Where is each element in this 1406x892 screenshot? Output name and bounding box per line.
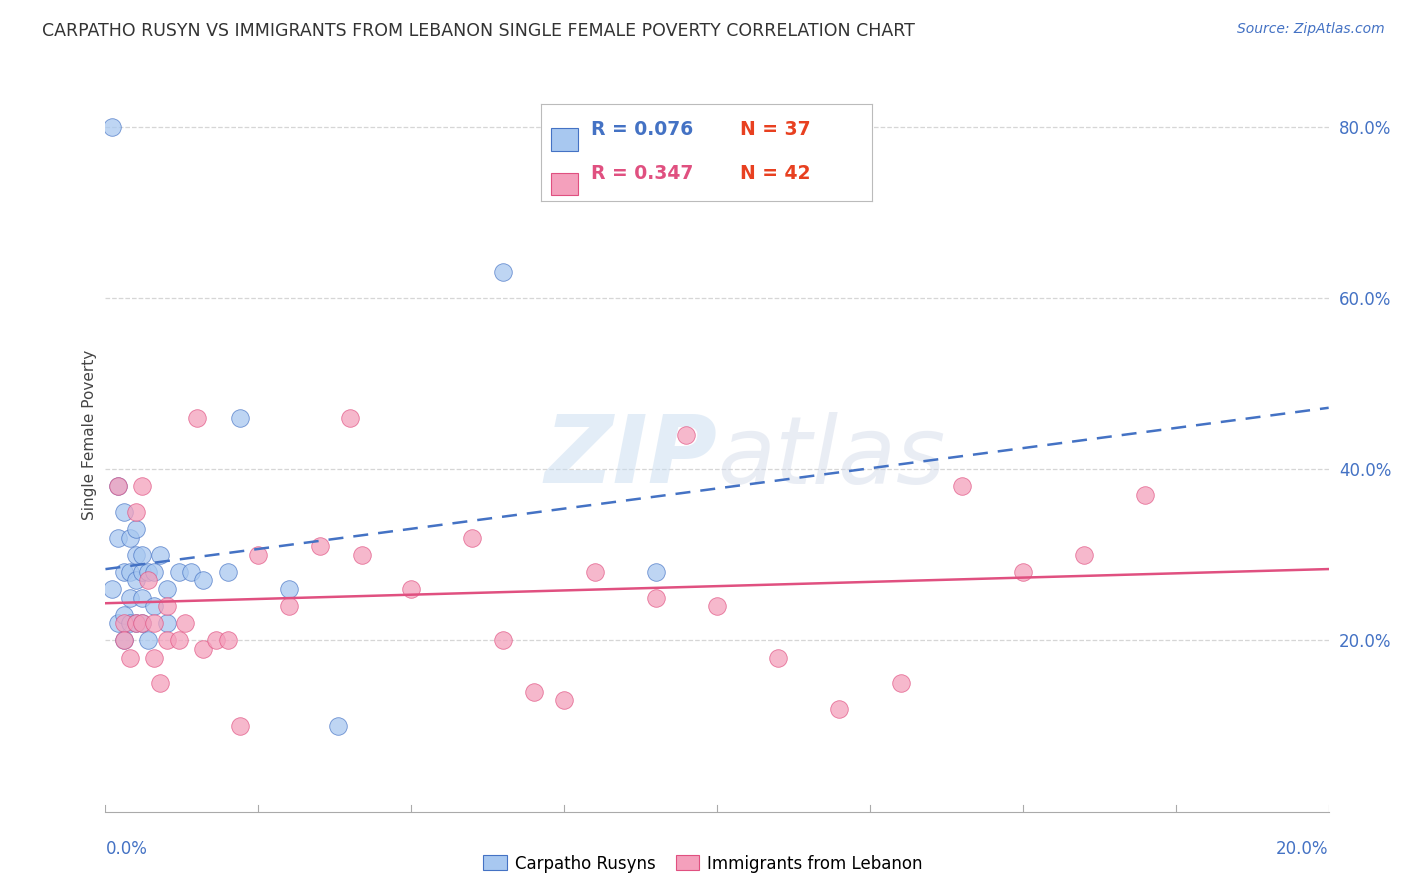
Point (308, 539, 330, 553)
Point (352, 548, 374, 562)
Point (768, 650, 790, 665)
Point (100, 582, 122, 596)
Point (155, 599, 177, 614)
Point (193, 574, 215, 588)
FancyBboxPatch shape (551, 173, 578, 195)
Point (107, 479, 129, 493)
Point (100, 120, 122, 134)
Point (278, 599, 301, 614)
Point (155, 582, 177, 596)
Point (229, 410, 252, 425)
Point (174, 616, 197, 631)
Point (706, 599, 728, 614)
Legend: Carpatho Rusyns, Immigrants from Lebanon: Carpatho Rusyns, Immigrants from Lebanon (477, 848, 929, 880)
Point (339, 410, 361, 425)
Point (247, 548, 270, 562)
Point (149, 676, 172, 690)
Point (125, 522, 148, 536)
Point (136, 574, 159, 588)
Point (193, 642, 215, 657)
Point (143, 599, 166, 614)
Point (112, 633, 135, 648)
Point (131, 591, 153, 605)
Point (401, 582, 423, 596)
Point (186, 410, 208, 425)
FancyBboxPatch shape (551, 128, 578, 151)
Point (675, 427, 697, 442)
Point (131, 548, 153, 562)
Text: R = 0.076: R = 0.076 (591, 120, 693, 139)
Point (889, 676, 911, 690)
Point (180, 565, 202, 579)
Point (492, 265, 515, 279)
Point (167, 633, 190, 648)
Point (125, 505, 148, 519)
Text: ZIP: ZIP (544, 411, 717, 503)
Point (155, 616, 177, 631)
Point (125, 616, 148, 631)
Point (107, 531, 129, 545)
Point (155, 633, 177, 648)
Point (125, 574, 148, 588)
Point (131, 479, 153, 493)
Point (461, 531, 484, 545)
Point (326, 719, 349, 733)
Point (553, 693, 575, 707)
Point (131, 616, 153, 631)
Y-axis label: Single Female Poverty: Single Female Poverty (82, 350, 97, 520)
Point (143, 616, 166, 631)
Point (118, 565, 141, 579)
Point (118, 650, 141, 665)
Point (131, 616, 153, 631)
Point (136, 565, 159, 579)
Point (112, 565, 135, 579)
Point (167, 565, 190, 579)
Point (112, 616, 135, 631)
Point (204, 633, 226, 648)
Point (149, 548, 172, 562)
Point (217, 565, 239, 579)
Point (217, 633, 239, 648)
Text: 20.0%: 20.0% (1277, 840, 1329, 858)
Point (492, 633, 515, 648)
Text: 0.0%: 0.0% (105, 840, 148, 858)
Point (950, 479, 973, 493)
Point (278, 582, 301, 596)
Point (523, 685, 546, 699)
Point (112, 607, 135, 622)
Point (583, 565, 606, 579)
Point (1133, 488, 1156, 502)
Text: N = 37: N = 37 (740, 120, 810, 139)
Point (112, 633, 135, 648)
Point (125, 548, 148, 562)
Point (112, 505, 135, 519)
Point (143, 565, 166, 579)
Text: Source: ZipAtlas.com: Source: ZipAtlas.com (1237, 22, 1385, 37)
Text: R = 0.347: R = 0.347 (591, 164, 693, 183)
Point (125, 616, 148, 631)
Text: atlas: atlas (717, 412, 945, 503)
Point (1011, 565, 1033, 579)
Point (644, 591, 666, 605)
Point (229, 719, 252, 733)
Point (118, 531, 141, 545)
Point (118, 591, 141, 605)
Point (107, 616, 129, 631)
Text: CARPATHO RUSYN VS IMMIGRANTS FROM LEBANON SINGLE FEMALE POVERTY CORRELATION CHAR: CARPATHO RUSYN VS IMMIGRANTS FROM LEBANO… (42, 22, 915, 40)
Point (828, 702, 851, 716)
Text: N = 42: N = 42 (740, 164, 810, 183)
Point (107, 479, 129, 493)
Point (131, 565, 153, 579)
Point (118, 616, 141, 631)
Point (644, 565, 666, 579)
Point (1073, 548, 1095, 562)
Point (136, 633, 159, 648)
Point (143, 650, 166, 665)
